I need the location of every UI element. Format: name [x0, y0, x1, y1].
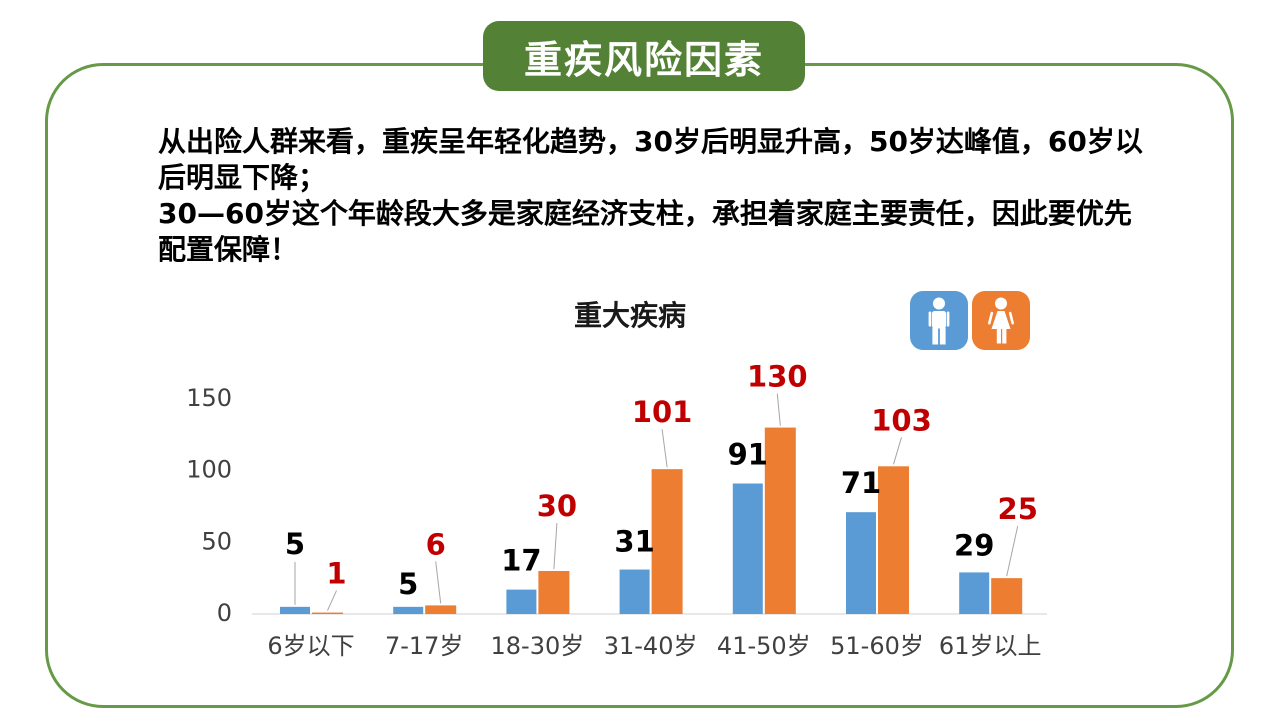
- body-text: 从出险人群来看，重疾呈年轻化趋势，30岁后明显升高，50岁达峰值，60岁以 后明…: [158, 124, 1148, 268]
- body-text-line: 配置保障！: [158, 233, 299, 266]
- x-category-label-5: 51-60岁: [830, 632, 924, 660]
- y-tick-label: 50: [201, 527, 232, 555]
- data-label-male-4: 91: [728, 438, 768, 472]
- leader-line-female-6: [1006, 526, 1019, 577]
- bar-male-3: [619, 569, 650, 614]
- bar-female-6: [991, 578, 1023, 614]
- data-label-male-2: 17: [501, 544, 541, 578]
- bar-female-5: [878, 466, 909, 614]
- bar-male-4: [732, 483, 763, 614]
- x-category-label-6: 61岁以上: [939, 632, 1042, 660]
- page-title: 重疾风险因素: [523, 37, 764, 82]
- bar-female-0: [312, 612, 343, 614]
- leader-line-female-2: [553, 522, 558, 570]
- x-category-label-0: 6岁以下: [267, 632, 354, 660]
- data-label-male-6: 29: [954, 528, 994, 562]
- bar-female-2: [538, 570, 570, 614]
- data-label-female-2: 30: [537, 489, 577, 523]
- bar-male-5: [846, 512, 876, 614]
- bar-female-4: [764, 427, 796, 614]
- data-label-male-1: 5: [398, 567, 418, 601]
- x-category-label-4: 41-50岁: [717, 632, 811, 660]
- bar-male-2: [506, 589, 537, 614]
- chart-title: 重大疾病: [573, 299, 686, 332]
- header-banner: 重疾风险因素: [483, 21, 805, 91]
- data-label-female-5: 103: [871, 403, 932, 437]
- leader-line-female-3: [661, 429, 668, 468]
- leader-line-female-1: [435, 561, 442, 604]
- data-label-male-0: 5: [285, 527, 305, 561]
- y-tick-label: 150: [186, 384, 232, 412]
- chart-legend: [910, 291, 1030, 350]
- male-icon: [910, 291, 968, 350]
- bar-chart: 050100150516岁以下567-17岁173018-30岁3110131-…: [186, 360, 1047, 660]
- bar-male-0: [280, 606, 310, 614]
- data-label-male-5: 71: [841, 466, 881, 500]
- female-icon: [972, 291, 1030, 350]
- body-text-line: 从出险人群来看，重疾呈年轻化趋势，30岁后明显升高，50岁达峰值，60岁以: [158, 125, 1143, 158]
- y-tick-label: 0: [217, 599, 232, 627]
- x-category-label-3: 31-40岁: [604, 632, 698, 660]
- data-label-female-6: 25: [998, 492, 1038, 526]
- y-tick-label: 100: [186, 456, 232, 484]
- bar-female-3: [651, 469, 683, 614]
- data-label-female-4: 130: [747, 360, 808, 394]
- bar-male-6: [959, 572, 990, 614]
- data-label-male-3: 31: [614, 525, 654, 559]
- body-text-line: 后明显下降；: [158, 161, 327, 194]
- x-category-label-2: 18-30岁: [491, 632, 585, 660]
- body-text-line: 30—60岁这个年龄段大多是家庭经济支柱，承担着家庭主要责任，因此要优先: [158, 197, 1132, 230]
- bar-female-1: [425, 605, 457, 614]
- leader-line-female-5: [893, 437, 902, 465]
- leader-line-female-0: [327, 590, 337, 611]
- bar-male-1: [393, 606, 424, 614]
- data-label-female-3: 101: [632, 395, 693, 429]
- data-label-female-1: 6: [426, 527, 446, 561]
- leader-line-female-4: [776, 393, 781, 426]
- data-label-female-0: 1: [326, 557, 346, 591]
- x-category-label-1: 7-17岁: [385, 632, 463, 660]
